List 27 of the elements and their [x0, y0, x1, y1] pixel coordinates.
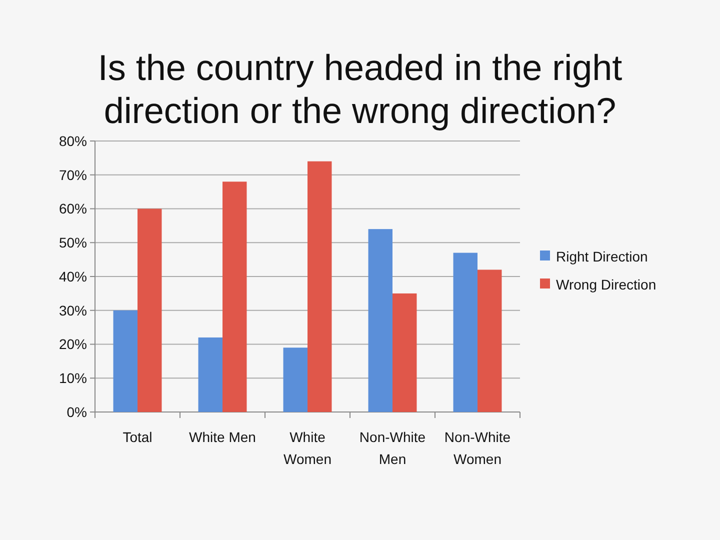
y-tick-label: 60% — [58, 200, 87, 217]
y-tick-label: 50% — [58, 234, 87, 251]
y-tick-label: 10% — [58, 370, 87, 386]
x-tick-label: White Men — [189, 429, 256, 445]
bar — [368, 229, 392, 412]
bar — [113, 310, 138, 412]
legend-label: Wrong Direction — [556, 276, 656, 292]
bar — [222, 182, 247, 412]
bar — [478, 270, 502, 412]
bar — [138, 208, 162, 412]
y-tick-label: 80% — [58, 132, 87, 149]
y-tick-label: 30% — [58, 302, 87, 318]
y-tick-label: 70% — [58, 166, 87, 183]
bar — [283, 348, 308, 412]
legend-label: Right Direction — [556, 248, 648, 264]
chart-title: Is the country headed in the right direction or the wrong direction? — [98, 47, 622, 131]
y-tick-label: 20% — [58, 336, 87, 352]
bar — [392, 293, 417, 412]
y-tick-label: 0% — [66, 404, 87, 420]
x-tick-label: White Women — [284, 429, 332, 467]
bar — [453, 252, 478, 412]
x-tick-label: Non-White Men — [359, 429, 426, 467]
x-tick-label: Non-White Women — [444, 429, 511, 467]
bar — [308, 161, 332, 412]
bar — [198, 337, 222, 412]
y-tick-label: 40% — [58, 268, 87, 284]
x-tick-label: Total — [122, 429, 152, 445]
